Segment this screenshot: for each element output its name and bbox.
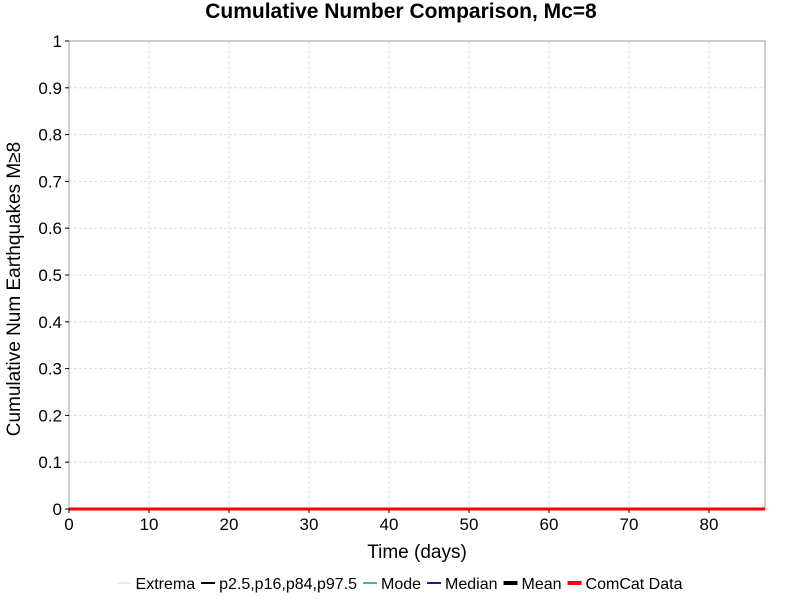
legend-label: Extrema <box>136 576 196 593</box>
x-tick-label: 20 <box>220 515 239 534</box>
legend-item: Extrema <box>117 576 196 593</box>
y-tick-label: 0.4 <box>38 313 62 332</box>
x-tick-label: 60 <box>540 515 559 534</box>
x-tick-label: 30 <box>300 515 319 534</box>
legend-item: Mode <box>363 576 421 593</box>
x-tick-label: 80 <box>700 515 719 534</box>
legend-label: p2.5,p16,p84,p97.5 <box>219 576 357 593</box>
x-tick-label: 50 <box>460 515 479 534</box>
y-tick-label: 0.5 <box>38 266 62 285</box>
legend-item: Median <box>427 576 498 593</box>
legend-item: Mean <box>503 576 562 593</box>
x-tick-label: 40 <box>380 515 399 534</box>
x-tick-label: 70 <box>620 515 639 534</box>
legend-label: Median <box>445 576 497 593</box>
x-axis-label: Time (days) <box>367 542 467 563</box>
x-tick-label: 10 <box>140 515 159 534</box>
legend-item: p2.5,p16,p84,p97.5 <box>201 576 357 593</box>
x-tick-label: 0 <box>64 515 73 534</box>
legend-label: Mode <box>381 576 421 593</box>
y-axis-label: Cumulative Num Earthquakes M≥8 <box>4 142 25 437</box>
y-tick-label: 0.7 <box>38 172 62 191</box>
chart-title: Cumulative Number Comparison, Mc=8 <box>205 0 597 23</box>
y-tick-label: 0.1 <box>38 453 62 472</box>
y-tick-label: 0.3 <box>38 360 62 379</box>
legend-label: Mean <box>522 576 562 593</box>
y-tick-label: 0.6 <box>38 219 62 238</box>
legend: Extrema p2.5,p16,p84,p97.5 Mode Median Mean C… <box>117 576 683 593</box>
y-tick-label: 0.2 <box>38 406 62 425</box>
tick-layer: 0 10 20 30 40 50 60 70 80 0 0.1 0.2 0.3 0.4 0.5 0.6 0.7 0… <box>38 32 718 534</box>
legend-item: ComCat Data <box>567 576 683 593</box>
y-tick-label: 0 <box>53 500 62 519</box>
legend-label: ComCat Data <box>586 576 683 593</box>
grid-layer <box>69 40 765 509</box>
y-tick-label: 0.9 <box>38 79 62 98</box>
y-tick-label: 1 <box>53 32 62 51</box>
y-tick-label: 0.8 <box>38 126 62 145</box>
